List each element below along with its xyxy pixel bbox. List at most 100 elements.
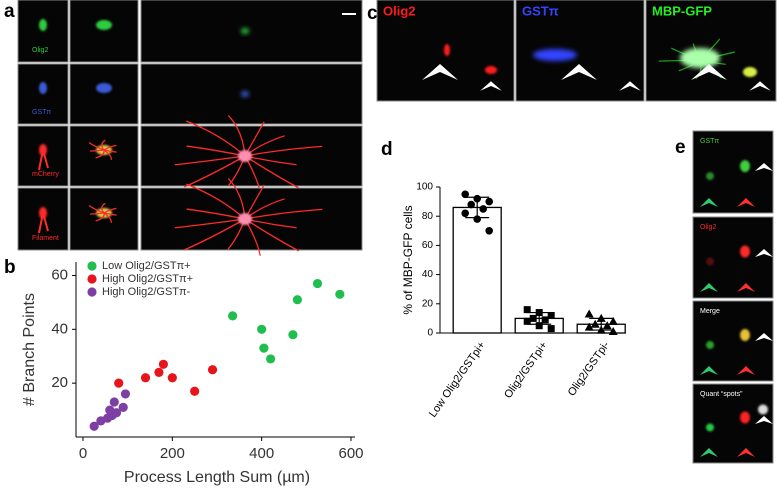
point [590,319,600,328]
y-tick-label: 100 [416,182,433,193]
process [103,212,112,224]
panel-label: d [381,139,393,160]
x-tick-label: Olig2/GSTpi- [566,339,612,398]
arrowhead [700,198,718,207]
cell [39,19,47,31]
micrograph [69,0,139,63]
point [312,278,323,289]
y-tick-label: 60 [422,240,434,251]
y-axis-title: # Branch Points [21,293,38,406]
y-tick-label: 20 [51,374,68,391]
point [473,215,482,223]
process [101,139,106,151]
arrowhead [700,283,718,292]
point [584,309,594,318]
cell [758,404,768,415]
channel-label: Olig2 [383,3,416,18]
point [257,324,267,334]
arrowhead [737,366,755,375]
point [523,306,531,314]
point [335,289,345,299]
image-label: Quant “spots” [700,391,743,398]
arrowhead [755,333,773,341]
arrowhead [737,283,755,292]
point [140,373,151,383]
y-tick-label: 80 [422,211,434,222]
micrograph [692,130,774,214]
point [529,314,537,322]
image-label: Olig2 [700,224,716,231]
point [479,205,488,213]
y-tick-label: 40 [422,269,434,280]
bar [452,206,502,334]
process [174,218,246,229]
cell [533,49,577,61]
point [109,397,119,407]
image-label: Olig2 [32,47,48,54]
channel-label: MBP-GFP [652,3,712,18]
point [608,327,618,336]
micrograph [69,63,139,125]
process [183,218,246,251]
cell [238,213,252,225]
arrowhead [619,81,641,91]
point [190,386,200,396]
image-label: mCherry [32,171,59,178]
arrowhead [700,366,718,375]
process [38,212,49,234]
point [118,402,128,412]
cell [238,150,252,162]
image-label: GSTπ [700,138,719,145]
process [103,144,117,151]
point [292,295,302,305]
arrowhead [700,448,718,457]
point [596,313,606,322]
point [547,325,555,333]
legend-swatch [87,261,97,271]
panel-label: a [4,1,15,22]
arrowhead [691,64,727,80]
image-label: Merge [700,308,720,315]
process [88,141,105,151]
point [485,227,494,235]
micrograph [692,383,774,464]
point [89,421,99,431]
legend-label: Low Olig2/GSTπ+ [102,260,191,272]
cell [96,83,112,93]
point [259,343,269,353]
arrowhead [755,249,773,257]
image-label: GSTπ [32,109,51,116]
point [266,354,276,364]
point [602,321,612,330]
panel-label: e [675,137,686,158]
y-tick-label: 0 [427,328,433,339]
cell [706,257,714,266]
legend-swatch [87,287,97,297]
micrograph [69,125,139,187]
micrograph [140,0,363,63]
process [95,149,105,159]
process [88,204,105,214]
micrograph [140,63,363,125]
point [461,190,470,199]
point [535,309,543,317]
point [535,322,543,330]
point [111,408,122,418]
y-tick-label: 60 [51,266,68,283]
panel-label: b [4,257,16,278]
process [38,149,49,171]
point [584,322,594,331]
cell [740,329,750,341]
micrograph [69,187,139,251]
panel-label: c [367,3,378,24]
arrowhead [561,64,597,80]
image-label: Filament [32,235,59,242]
point [461,209,470,218]
x-tick-label: 200 [160,445,185,462]
arrowhead [755,416,773,424]
cell [241,28,249,34]
cell [706,423,714,432]
arrowhead [755,163,773,171]
